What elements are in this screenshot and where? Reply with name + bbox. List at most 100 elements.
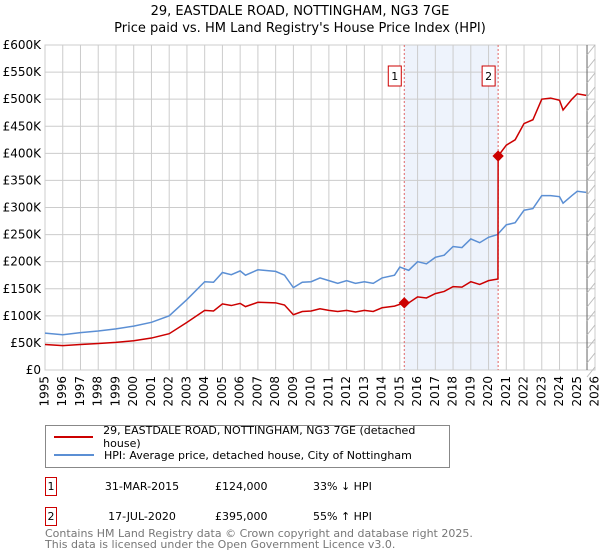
legend-label: HPI: Average price, detached house, City…: [104, 448, 412, 462]
legend-item-hpi: HPI: Average price, detached house, City…: [54, 447, 412, 463]
hatch-line: [586, 58, 596, 70]
x-tick-label: 2020: [481, 376, 495, 407]
hatch-line: [586, 114, 596, 126]
y-tick-label: £300K: [3, 201, 43, 215]
x-tick-label: 2004: [197, 376, 211, 407]
hatch-line: [586, 44, 596, 56]
sale-badge-label: 1: [391, 70, 398, 83]
footer-line-1: Contains HM Land Registry data © Crown c…: [45, 527, 473, 540]
hatch-line: [586, 366, 596, 378]
sale-badge: 2: [45, 506, 57, 526]
sale-point: [398, 297, 410, 309]
legend-item-property: 29, EASTDALE ROAD, NOTTINGHAM, NG3 7GE (…: [54, 424, 449, 450]
x-tick-label: 2003: [179, 376, 193, 407]
x-tick-label: 2015: [392, 376, 406, 407]
x-tick-label: 2012: [339, 376, 353, 407]
chart-title: 29, EASTDALE ROAD, NOTTINGHAM, NG3 7GE P…: [0, 3, 600, 37]
hatch-line: [586, 72, 596, 84]
y-tick-label: £150K: [3, 282, 43, 296]
x-tick-label: 2022: [517, 376, 531, 407]
y-tick-label: £400K: [3, 146, 43, 160]
x-tick-label: 2000: [126, 376, 140, 407]
sale-row-1: 1 31-MAR-2015 £124,000 33% ↓ HPI: [45, 476, 372, 496]
hatch-line: [586, 198, 596, 210]
sale-hpi-diff: 33% ↓ HPI: [313, 479, 372, 493]
x-tick-label: 2006: [233, 376, 247, 407]
x-tick-label: 2013: [357, 376, 371, 407]
x-tick-label: 2011: [321, 376, 335, 407]
hatch-line: [586, 226, 596, 238]
hatch-line: [586, 310, 596, 322]
sale-hpi-diff: 55% ↑ HPI: [313, 509, 372, 523]
x-tick-label: 2014: [375, 376, 389, 407]
plot-frame: [44, 44, 596, 371]
y-tick-label: £350K: [3, 173, 43, 187]
hatch-line: [586, 156, 596, 168]
sale-price: £124,000: [215, 479, 268, 493]
legend-swatch-red: [54, 436, 94, 438]
price-chart: 1995 1996 1997 1998 1999 2000 2001 2002 2003 2004…: [3, 38, 600, 407]
x-tick-label: 2001: [144, 376, 158, 407]
x-tick-label: 2010: [304, 376, 318, 407]
x-tick-label: 1999: [108, 376, 122, 407]
x-tick-label: 2009: [286, 376, 300, 407]
y-tick-label: £500K: [3, 92, 43, 106]
x-tick-label: 2007: [250, 376, 264, 407]
series-line-property: [44, 92, 587, 347]
title-line-1: 29, EASTDALE ROAD, NOTTINGHAM, NG3 7GE: [150, 4, 450, 19]
y-tick-label: £450K: [3, 119, 43, 133]
legend: 29, EASTDALE ROAD, NOTTINGHAM, NG3 7GE (…: [45, 424, 450, 468]
x-tick-label: 2002: [162, 376, 176, 407]
x-tick-label: 2024: [552, 376, 566, 407]
x-tick-label: 1995: [38, 376, 52, 407]
y-tick-label: £600K: [3, 38, 43, 52]
hatch-line: [586, 324, 596, 336]
hatch-line: [586, 254, 596, 266]
x-tick-label: 2017: [428, 376, 442, 407]
x-tick-label: 2025: [570, 376, 584, 407]
y-tick-label: £0: [26, 363, 41, 377]
x-tick-label: 1997: [73, 376, 87, 407]
hatch-line: [586, 282, 596, 294]
hatch-line: [586, 184, 596, 196]
hatch-line: [586, 142, 596, 154]
hatch-line: [586, 128, 596, 140]
hatch-line: [586, 212, 596, 224]
sale-date: 31-MAR-2015: [104, 479, 180, 493]
footer: Contains HM Land Registry data © Crown c…: [45, 528, 473, 550]
y-tick-label: £200K: [3, 255, 43, 269]
legend-swatch-blue: [54, 454, 94, 456]
hatch-line: [586, 296, 596, 308]
x-tick-label: 2023: [534, 376, 548, 407]
x-tick-label: 1996: [55, 376, 69, 407]
title-line-2: Price paid vs. HM Land Registry's House …: [114, 21, 486, 36]
sale-badge-box: [481, 65, 496, 87]
hatch-line: [586, 268, 596, 280]
footer-line-2: This data is licensed under the Open Gov…: [45, 538, 396, 551]
sale-badge: 1: [45, 476, 57, 496]
y-tick-label: £550K: [3, 65, 43, 79]
hatch-line: [586, 86, 596, 98]
hatch-line: [586, 100, 596, 112]
sale-point: [492, 150, 504, 162]
x-tick-label: 2026: [588, 376, 600, 407]
hatch-line: [586, 240, 596, 252]
sale-price: £395,000: [215, 509, 268, 523]
x-tick-label: 2021: [499, 376, 513, 407]
y-tick-label: £250K: [3, 228, 43, 242]
sale-date: 17-JUL-2020: [108, 509, 176, 523]
x-tick-label: 2018: [446, 376, 460, 407]
sale-row-2: 2 17-JUL-2020 £395,000 55% ↑ HPI: [45, 506, 372, 526]
x-tick-label: 2005: [215, 376, 229, 407]
y-tick-label: £50K: [10, 336, 42, 350]
sale-badge-box: [387, 65, 402, 87]
hatch-line: [586, 170, 596, 182]
series-line-hpi: [44, 190, 587, 336]
hatch-line: [586, 352, 596, 364]
x-tick-label: 2019: [463, 376, 477, 407]
legend-label: 29, EASTDALE ROAD, NOTTINGHAM, NG3 7GE (…: [103, 424, 416, 450]
y-tick-label: £100K: [3, 309, 43, 323]
hatch-line: [586, 338, 596, 350]
x-tick-label: 1998: [91, 376, 105, 407]
